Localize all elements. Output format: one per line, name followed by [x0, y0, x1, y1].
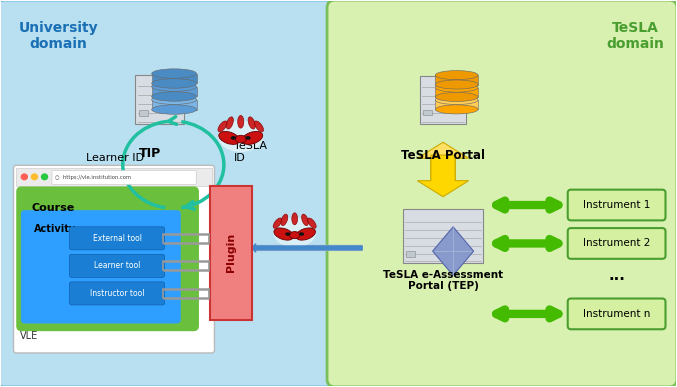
Text: Learner ID: Learner ID [86, 153, 144, 163]
Bar [435, 75, 478, 84]
Circle shape [30, 173, 38, 180]
Ellipse shape [152, 95, 196, 104]
Text: TeSLA
ID: TeSLA ID [234, 141, 267, 163]
Text: External tool: External tool [93, 234, 141, 243]
Ellipse shape [152, 92, 196, 101]
FancyBboxPatch shape [211, 186, 253, 320]
Ellipse shape [292, 213, 297, 225]
FancyBboxPatch shape [70, 254, 165, 277]
Ellipse shape [435, 83, 478, 92]
Text: Instrument 1: Instrument 1 [583, 200, 651, 210]
Text: Plugin: Plugin [226, 233, 236, 272]
Bar [423, 110, 432, 115]
Ellipse shape [307, 218, 316, 228]
Text: Instructor tool: Instructor tool [90, 289, 144, 298]
Bar [435, 87, 478, 97]
Ellipse shape [152, 105, 196, 114]
Text: TIP: TIP [139, 147, 161, 160]
Bar [406, 251, 415, 257]
Ellipse shape [238, 115, 244, 128]
FancyBboxPatch shape [0, 0, 340, 387]
Ellipse shape [226, 117, 234, 129]
Ellipse shape [152, 69, 196, 78]
FancyBboxPatch shape [70, 282, 165, 305]
Bar [435, 100, 478, 110]
Text: Instrument n: Instrument n [583, 309, 651, 319]
Circle shape [41, 173, 48, 180]
FancyBboxPatch shape [16, 187, 199, 331]
Bar [152, 74, 196, 84]
Ellipse shape [248, 117, 255, 129]
Text: TeSLA e-Assessment
Portal (TEP): TeSLA e-Assessment Portal (TEP) [383, 270, 503, 291]
Polygon shape [433, 227, 474, 276]
Ellipse shape [274, 218, 282, 228]
Text: TeSLA
domain: TeSLA domain [606, 21, 664, 51]
Ellipse shape [218, 121, 227, 132]
Ellipse shape [218, 120, 263, 152]
Ellipse shape [299, 232, 304, 236]
Text: ...: ... [608, 268, 625, 283]
Ellipse shape [435, 96, 478, 104]
Bar [152, 100, 196, 110]
Ellipse shape [435, 70, 478, 80]
Circle shape [20, 173, 28, 180]
FancyBboxPatch shape [568, 298, 665, 329]
Bar [16, 168, 212, 186]
Ellipse shape [236, 135, 246, 143]
Text: Instrument 2: Instrument 2 [583, 238, 651, 248]
Ellipse shape [285, 232, 290, 236]
Ellipse shape [302, 214, 308, 226]
FancyBboxPatch shape [70, 227, 165, 250]
FancyBboxPatch shape [135, 75, 184, 124]
Text: Course: Course [31, 203, 74, 213]
Ellipse shape [245, 136, 250, 140]
FancyBboxPatch shape [21, 210, 181, 324]
FancyBboxPatch shape [568, 228, 665, 259]
FancyBboxPatch shape [14, 165, 215, 353]
Ellipse shape [274, 228, 294, 240]
Text: University
domain: University domain [19, 21, 99, 51]
Bar [139, 110, 148, 116]
Ellipse shape [296, 228, 315, 240]
Polygon shape [418, 155, 468, 197]
Text: ○  https://vle.institution.com: ○ https://vle.institution.com [56, 175, 131, 180]
Ellipse shape [435, 105, 478, 114]
Ellipse shape [242, 132, 263, 144]
Ellipse shape [255, 121, 263, 132]
FancyBboxPatch shape [327, 0, 677, 387]
Text: VLE: VLE [20, 331, 38, 341]
Ellipse shape [435, 80, 478, 89]
Ellipse shape [281, 214, 288, 226]
Bar [152, 87, 196, 96]
Ellipse shape [435, 92, 478, 101]
Ellipse shape [152, 82, 196, 91]
FancyBboxPatch shape [403, 209, 483, 263]
FancyBboxPatch shape [568, 190, 665, 220]
Ellipse shape [152, 79, 196, 88]
FancyBboxPatch shape [52, 170, 196, 185]
Ellipse shape [274, 217, 316, 247]
Ellipse shape [290, 231, 300, 239]
Polygon shape [418, 142, 468, 184]
Ellipse shape [231, 136, 236, 140]
Text: Learner tool: Learner tool [94, 261, 140, 271]
FancyBboxPatch shape [420, 77, 466, 123]
Ellipse shape [219, 132, 240, 144]
Text: TeSLA Portal: TeSLA Portal [401, 149, 485, 162]
Text: Activity: Activity [34, 224, 76, 234]
